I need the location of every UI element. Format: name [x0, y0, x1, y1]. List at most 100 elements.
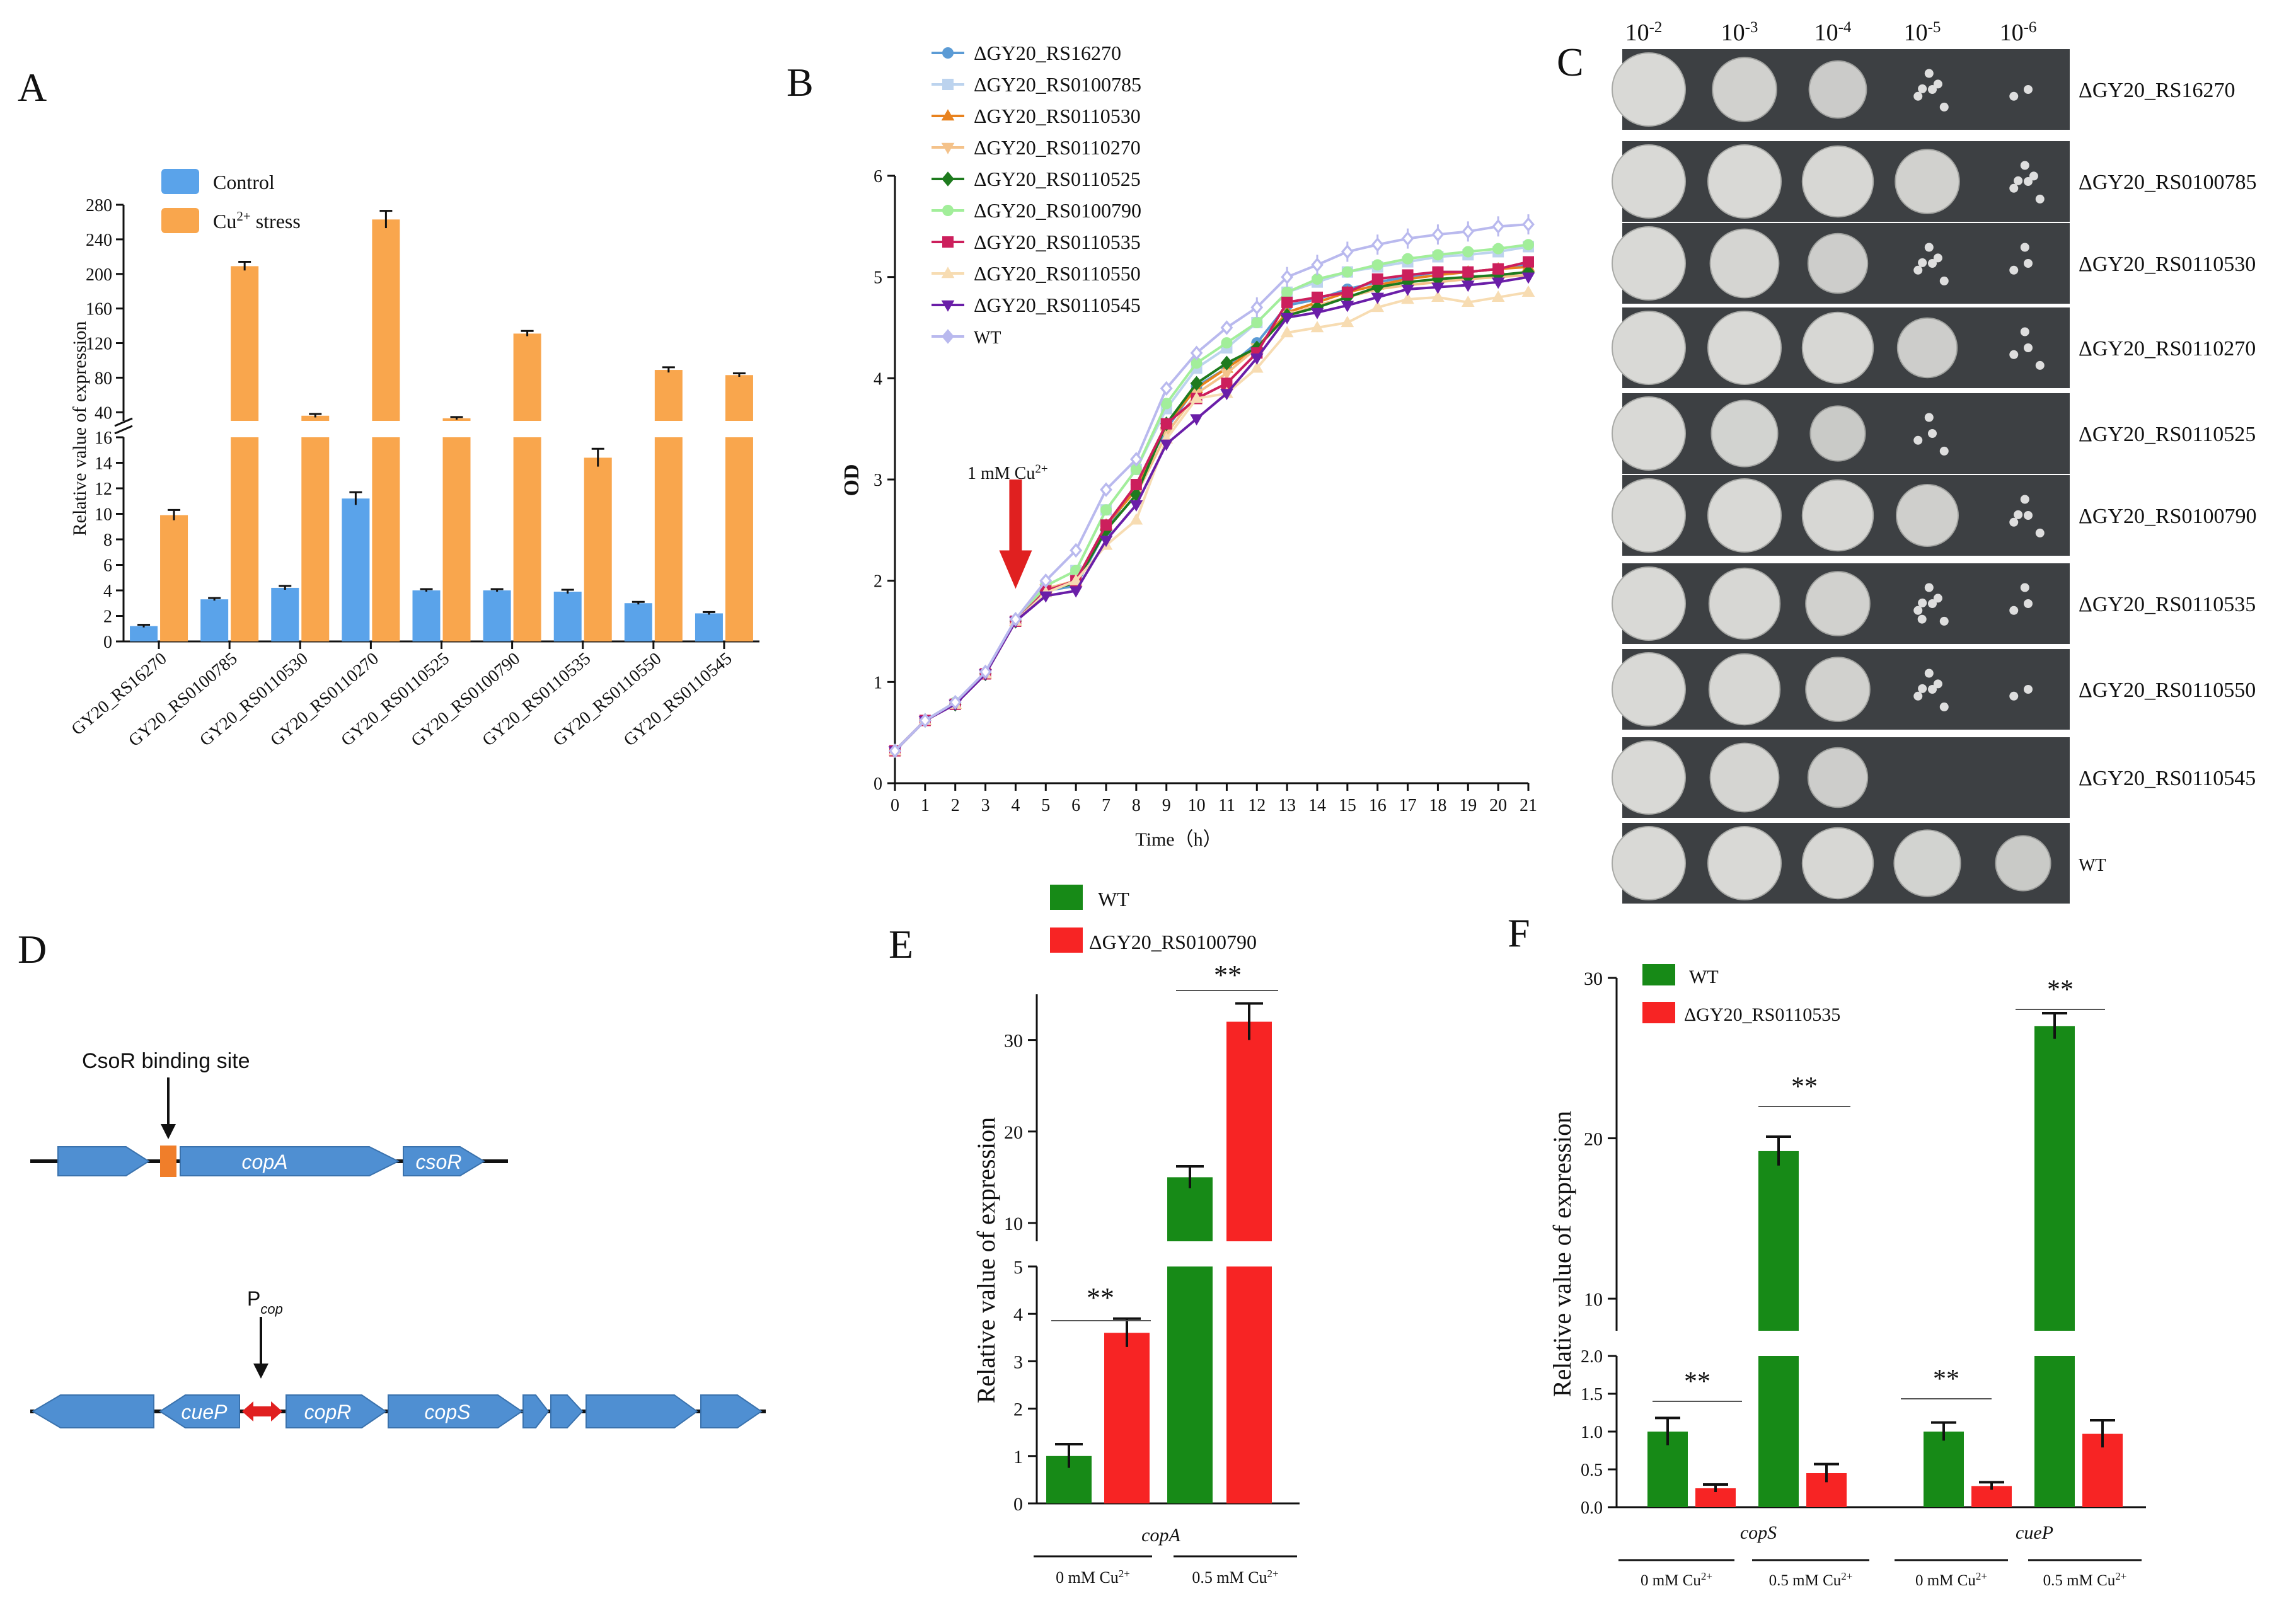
- c-colony-spot: [1612, 396, 1686, 471]
- b-xtick-label: 0: [891, 796, 899, 815]
- f-sig-mark: **: [2047, 975, 2074, 1004]
- a-ytick-label: 280: [86, 196, 112, 215]
- c-colony-spot: [1801, 145, 1874, 218]
- c-colony-spot: [1707, 144, 1782, 219]
- gene-label-csor: csoR: [416, 1151, 462, 1173]
- c-colony-spot: [1801, 827, 1874, 900]
- b-point: [1099, 536, 1113, 548]
- legend-label-control: Control: [213, 171, 275, 193]
- c-colony-spot: [1612, 566, 1686, 641]
- b-legend-label: ΔGY20_RS0100785: [974, 73, 1141, 96]
- panel-b-x-axis-label: Time（h）: [1135, 829, 1221, 850]
- c-colony-spot: [1612, 311, 1686, 385]
- f-group-label: 0.5 mM Cu2+: [2043, 1570, 2127, 1590]
- a-ytick-label: 10: [95, 505, 112, 525]
- gene-arrow-cuep: [159, 1394, 240, 1428]
- c-colony-dot: [1928, 685, 1937, 694]
- c-strain-label: ΔGY20_RS0110550: [2079, 679, 2256, 702]
- legend-label-wt: WT: [1689, 967, 1719, 987]
- b-point: [1130, 463, 1142, 475]
- c-dilution-header: 10-2: [1625, 19, 1663, 47]
- panel-a-marks: 02468101214164080120160200240280GY20_RS1…: [68, 196, 759, 750]
- gene-arrow-csor: [403, 1146, 485, 1176]
- c-strain-label: ΔGY20_RS0110545: [2079, 767, 2256, 790]
- b-point: [1371, 301, 1385, 313]
- legend-swatch-mutant: [1642, 1002, 1675, 1023]
- e-ytick-label: 3: [1013, 1352, 1023, 1372]
- c-colony-dot: [1913, 435, 1923, 445]
- b-point: [1310, 321, 1324, 333]
- c-dilution-header: 10-5: [1904, 19, 1941, 47]
- a-bar-control: [271, 587, 299, 641]
- b-point: [1190, 391, 1203, 403]
- panel-c-plate-rows: ΔGY20_RS16270 ΔGY20_RS0100785 ΔGY20_RS0110…: [1612, 49, 2257, 904]
- b-point: [1251, 316, 1263, 328]
- a-bar-cu-stress-lower: [725, 437, 753, 641]
- c-colony-spot: [1995, 835, 2051, 892]
- gene-label-cuep: cueP: [182, 1401, 228, 1423]
- c-colony-dot: [1913, 606, 1923, 615]
- b-point: [1402, 253, 1414, 265]
- legend-label-wt: WT: [1098, 888, 1129, 910]
- b-xtick-label: 6: [1071, 796, 1080, 815]
- b-ytick-label: 5: [874, 268, 882, 288]
- c-colony-dot: [1939, 276, 1949, 285]
- b-ytick-label: 3: [874, 471, 882, 490]
- c-colony-dot: [2020, 161, 2029, 170]
- b-point: [1250, 353, 1264, 365]
- b-cu-addition-arrow: [999, 480, 1032, 589]
- a-ytick-label: 6: [103, 556, 112, 576]
- b-xtick-label: 17: [1399, 796, 1417, 815]
- b-xtick-label: 4: [1011, 796, 1020, 815]
- c-colony-spot: [1805, 657, 1871, 722]
- b-xtick-label: 18: [1429, 796, 1446, 815]
- c-strain-label: ΔGY20_RS0110535: [2079, 593, 2256, 616]
- c-colony-dot: [2024, 85, 2033, 94]
- b-point-hollow: [1133, 455, 1140, 464]
- panel-a-legend: Control Cu2+ stress: [161, 169, 301, 233]
- b-xtick-label: 1: [921, 796, 930, 815]
- e-bar-wt-lower: [1167, 1266, 1213, 1503]
- c-colony-dot: [1924, 583, 1934, 592]
- operon2-gene-arrow-small-1: [522, 1394, 550, 1428]
- gene-label-copa: copA: [242, 1151, 288, 1173]
- a-bar-control: [553, 592, 582, 641]
- b-point-hollow: [1193, 348, 1201, 357]
- b-point-hollow: [1283, 273, 1291, 282]
- b-xtick-label: 5: [1041, 796, 1050, 815]
- b-point: [1341, 266, 1353, 278]
- b-point: [1160, 418, 1172, 430]
- b-legend-marker: [941, 109, 955, 121]
- f-group-label: 0 mM Cu2+: [1641, 1570, 1712, 1590]
- a-bar-control: [342, 498, 370, 641]
- legend-swatch-wt: [1642, 964, 1675, 985]
- a-bar-cu-stress-upper: [725, 375, 753, 421]
- c-colony-dot: [1924, 413, 1934, 422]
- c-colony-dot: [1913, 91, 1923, 101]
- b-xtick-label: 9: [1162, 796, 1171, 815]
- f-group-label: 0.5 mM Cu2+: [1769, 1570, 1853, 1590]
- legend-swatch-wt: [1050, 885, 1083, 910]
- a-bar-cu-stress-upper: [513, 333, 541, 421]
- c-colony-dot: [1928, 259, 1937, 268]
- a-bar-control: [200, 599, 229, 641]
- b-point: [1190, 414, 1203, 426]
- a-bar-cu-stress: [584, 457, 612, 641]
- a-bar-control: [483, 590, 511, 641]
- f-ytick-label: 30: [1584, 968, 1603, 989]
- a-bar-cu-stress-upper: [231, 266, 259, 421]
- c-colony-spot: [1708, 653, 1781, 726]
- b-xtick-label: 16: [1369, 796, 1387, 815]
- b-point: [1220, 355, 1233, 370]
- c-colony-spot: [1709, 228, 1780, 299]
- c-colony-spot: [1612, 144, 1686, 219]
- b-point-hollow: [1344, 248, 1351, 256]
- b-point-hollow: [1012, 615, 1019, 624]
- a-bar-cu-stress-lower: [231, 437, 259, 641]
- b-point: [1462, 246, 1474, 258]
- c-colony-dot: [1939, 446, 1949, 456]
- c-colony-spot: [1707, 311, 1782, 385]
- b-point: [1129, 500, 1143, 512]
- b-point: [1401, 292, 1414, 304]
